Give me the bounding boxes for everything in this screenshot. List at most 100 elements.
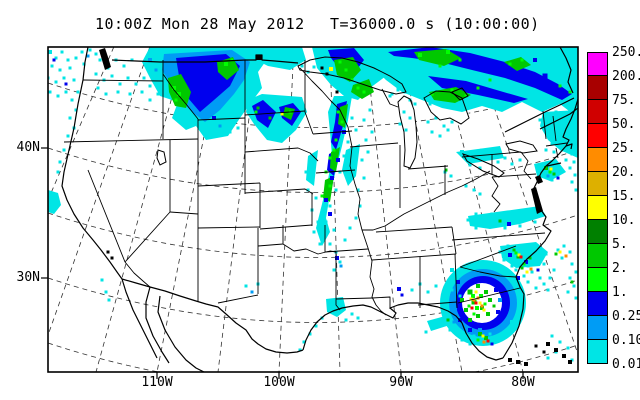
colorbar-swatch	[587, 52, 608, 76]
precip-cell	[444, 168, 448, 172]
precip-cell	[478, 332, 482, 336]
precip-cell	[522, 244, 526, 248]
colorbar-level-label: 0.10	[612, 333, 640, 348]
precip-cell	[460, 150, 464, 154]
precip-cell	[510, 320, 514, 324]
precip-cell	[508, 358, 512, 362]
precip-cell	[314, 196, 318, 200]
precip-cell	[306, 188, 310, 192]
precip-cell	[94, 52, 98, 56]
precip-cell	[471, 294, 475, 298]
precip-cell	[534, 286, 538, 290]
precip-cell	[558, 138, 562, 142]
precip-cell	[350, 160, 354, 164]
precip-cell	[364, 138, 368, 142]
precip-cell	[426, 120, 430, 124]
precip-cell	[522, 210, 526, 214]
precip-cell	[550, 334, 554, 338]
precip-cell	[56, 94, 60, 98]
precip-cell	[442, 292, 446, 296]
precip-cell	[572, 160, 576, 164]
lon-tick-label: 100W	[263, 375, 295, 390]
precip-cell	[268, 116, 272, 120]
precip-cell	[334, 138, 338, 142]
precip-cell	[94, 72, 98, 76]
precip-cell	[552, 268, 556, 272]
precip-cell	[88, 48, 92, 52]
precip-cell	[474, 226, 478, 230]
precip-cell	[476, 314, 480, 318]
precip-cell	[106, 250, 110, 254]
precip-cell	[478, 301, 482, 305]
precip-cell	[546, 174, 550, 178]
precip-cell	[320, 66, 324, 70]
precip-cell	[524, 260, 528, 264]
precip-cell	[324, 220, 328, 224]
colorbar-level-label: 15.	[612, 189, 636, 204]
precip-cell	[308, 158, 312, 162]
precip-cell	[503, 226, 507, 230]
precip-cell	[574, 188, 578, 192]
colorbar-swatch	[587, 172, 608, 196]
precip-cell	[107, 298, 111, 302]
precip-cell	[474, 301, 478, 305]
precip-cell	[546, 114, 550, 118]
precip-cell	[413, 102, 417, 106]
colorbar-swatch	[587, 340, 608, 364]
precip-cell	[549, 167, 553, 171]
lon-tick-label: 80W	[511, 375, 535, 390]
precip-cell	[554, 348, 558, 352]
precip-cell	[476, 338, 480, 342]
precip-cell	[236, 126, 240, 130]
precip-cell	[52, 58, 56, 62]
precip-cell	[453, 308, 457, 312]
precip-cell	[58, 68, 62, 72]
precip-cell	[548, 170, 552, 174]
precip-cell	[346, 140, 350, 144]
precip-cell	[526, 264, 530, 268]
precip-cell	[554, 168, 558, 172]
precip-cell	[513, 278, 517, 282]
precip-cell	[362, 176, 366, 180]
precip-cell	[140, 90, 144, 94]
precip-cell	[554, 130, 558, 134]
precip-cell	[506, 272, 510, 276]
precip-cell	[50, 64, 54, 68]
precip-cell	[174, 98, 178, 102]
precip-cell	[566, 290, 570, 294]
precip-cell	[428, 102, 432, 106]
precip-cell	[554, 252, 558, 256]
precip-cell	[502, 258, 506, 262]
colorbar-swatch	[587, 292, 608, 316]
precip-cell	[86, 54, 90, 58]
precip-cell	[486, 312, 490, 316]
precip-cell	[172, 86, 176, 90]
precip-cell	[348, 226, 352, 230]
colorbar-swatch	[587, 76, 608, 100]
precip-cell	[562, 354, 566, 358]
precip-cell	[314, 324, 318, 328]
precip-cell	[396, 88, 400, 92]
precip-cell	[542, 126, 546, 130]
plot-forecast-time-title: T=36000.0 s (10:00:00)	[330, 15, 540, 33]
precip-cell	[336, 110, 340, 114]
precip-cell	[510, 264, 514, 268]
precip-cell	[66, 134, 70, 138]
precip-contour	[504, 57, 531, 71]
precip-cell	[544, 148, 548, 152]
precip-cell	[356, 86, 360, 90]
precip-cell	[134, 82, 138, 86]
precip-cell	[458, 294, 462, 298]
precip-cell	[154, 68, 158, 72]
precip-cell	[488, 298, 492, 302]
precip-cell	[469, 297, 473, 301]
colorbar-level-label: 25.	[612, 141, 636, 156]
puget-sound	[99, 48, 111, 70]
colorbar-level-label: 75.	[612, 93, 636, 108]
precip-cell	[350, 312, 354, 316]
precip-cell	[516, 360, 520, 364]
precip-cell	[503, 156, 507, 160]
precip-cell	[344, 318, 348, 322]
precip-cell	[418, 94, 422, 98]
precip-cell	[362, 90, 366, 94]
